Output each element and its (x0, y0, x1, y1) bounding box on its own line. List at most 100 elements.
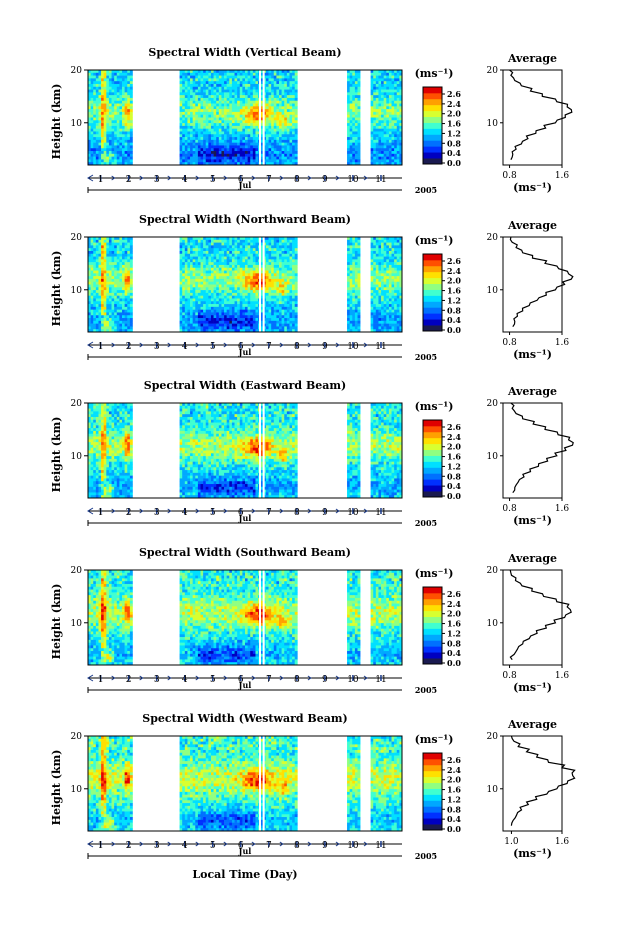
heatmap-cell (106, 315, 110, 319)
heatmap-cell (281, 89, 285, 93)
heatmap-cell (192, 117, 196, 121)
heatmap-cell (292, 323, 296, 327)
heatmap-cell (396, 137, 400, 141)
heatmap-cell (116, 72, 120, 76)
heatmap-cell (114, 114, 118, 118)
heatmap-cell (190, 306, 193, 310)
heatmap-cell (210, 281, 214, 285)
heatmap-cell (192, 106, 196, 110)
heatmap-cell (187, 276, 191, 280)
heatmap-cell (111, 78, 115, 82)
heatmap-cell (108, 106, 112, 110)
heatmap-cell (195, 318, 199, 322)
heatmap-cell (250, 159, 254, 163)
heatmap-cell (268, 153, 272, 157)
heatmap-cell (396, 159, 400, 163)
heatmap-cell (114, 134, 118, 138)
heatmap-cell (234, 128, 238, 132)
heatmap-cell (273, 83, 277, 88)
heatmap-cell (292, 139, 296, 143)
heatmap-cell (289, 259, 293, 263)
heatmap-cell (179, 134, 183, 138)
heatmap-cell (119, 262, 123, 266)
heatmap-cell (255, 301, 259, 305)
heatmap-cell (357, 103, 361, 107)
heatmap-cell (93, 95, 97, 99)
heatmap-cell (119, 139, 123, 143)
heatmap-cell (252, 264, 256, 269)
heatmap-cell (88, 92, 91, 96)
heatmap-cell (250, 162, 254, 166)
heatmap-cell (247, 75, 251, 79)
heatmap-cell (226, 106, 230, 110)
heatmap-cell (247, 111, 251, 115)
heatmap-cell (200, 295, 204, 299)
heatmap-cell (292, 245, 296, 249)
heatmap-cell (279, 248, 282, 252)
heatmap-cell (231, 284, 235, 288)
heatmap-cell (224, 109, 227, 113)
heatmap-cell (124, 326, 128, 330)
heatmap-cell (276, 278, 280, 282)
heatmap-cell (284, 309, 288, 313)
heatmap-cell (224, 103, 227, 107)
heatmap-cell (347, 159, 350, 163)
heatmap-cell (192, 256, 196, 260)
heatmap-cell (242, 287, 246, 291)
heatmap-cell (250, 287, 254, 291)
heatmap-cell (108, 267, 112, 271)
heatmap-cell (119, 92, 123, 96)
heatmap-cell (265, 78, 269, 82)
heatmap-cell (190, 95, 193, 99)
day-tick-label: 5 (210, 175, 216, 185)
heatmap-cell (399, 109, 403, 113)
heatmap-cell (124, 100, 128, 104)
heatmap-cell (192, 320, 196, 324)
heatmap-cell (247, 86, 251, 90)
heatmap-cell (88, 106, 91, 110)
heatmap-cell (226, 309, 230, 313)
heatmap-cell (197, 75, 201, 79)
heatmap-cell (247, 295, 251, 299)
heatmap-cell (229, 117, 233, 121)
heatmap-cell (210, 100, 214, 104)
heatmap-cell (213, 264, 217, 269)
heatmap-cell (190, 81, 193, 85)
heatmap-cell (284, 301, 288, 305)
heatmap-cell (200, 290, 204, 294)
heatmap-cell (103, 103, 107, 107)
heatmap-cell (122, 139, 125, 143)
heatmap-cell (352, 103, 356, 107)
heatmap-cell (245, 145, 248, 149)
heatmap-cell (378, 145, 382, 149)
heatmap-cell (292, 83, 296, 88)
heatmap-cell (182, 256, 186, 260)
heatmap-cell (108, 78, 112, 82)
heatmap-cell (294, 292, 298, 296)
heatmap-cell (226, 92, 230, 96)
heatmap-cell (347, 242, 350, 246)
heatmap-cell (119, 259, 123, 263)
heatmap-cell (292, 242, 296, 246)
heatmap-cell (391, 128, 395, 132)
heatmap-cell (255, 81, 259, 85)
heatmap-cell (265, 273, 269, 277)
heatmap-cell (378, 114, 382, 118)
heatmap-cell (349, 323, 353, 327)
heatmap-cell (234, 245, 238, 249)
heatmap-cell (111, 109, 115, 113)
heatmap-cell (95, 81, 99, 85)
heatmap-cell (213, 86, 217, 90)
heatmap-cell (234, 273, 238, 277)
heatmap-cell (286, 264, 290, 269)
heatmap-cell (182, 114, 186, 118)
heatmap-cell (203, 86, 207, 90)
heatmap-cell (221, 309, 225, 313)
heatmap-cell (208, 128, 212, 132)
heatmap-cell (396, 75, 400, 79)
heatmap-cell (98, 281, 102, 285)
heatmap-cell (210, 109, 214, 113)
heatmap-cell (352, 75, 356, 79)
heatmap-cell (179, 131, 183, 135)
heatmap-cell (101, 114, 104, 118)
